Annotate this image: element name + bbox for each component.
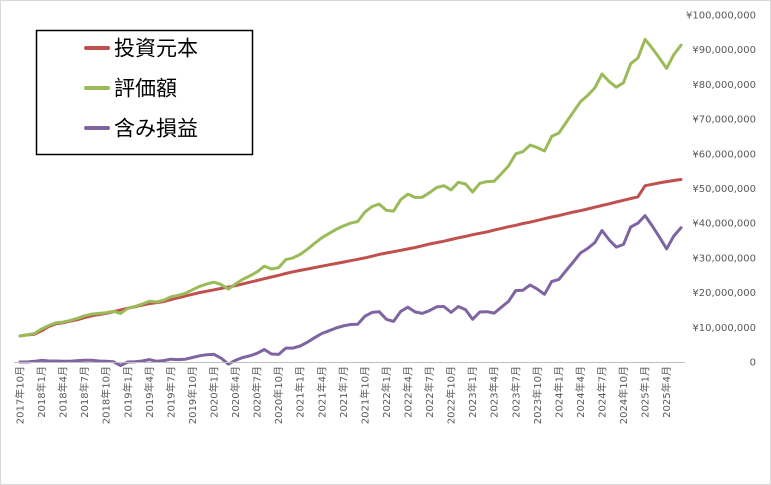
y-tick-label: ¥10,000,000 (692, 323, 756, 334)
x-tick-label: 2018年7月 (78, 366, 91, 418)
x-tick-label: 2018年1月 (35, 366, 48, 418)
x-tick-label: 2020年4月 (229, 366, 242, 418)
y-tick-label: ¥30,000,000 (692, 253, 756, 264)
y-tick-label: 0 (750, 358, 756, 369)
x-tick-label: 2025年1月 (639, 366, 652, 418)
x-tick-label: 2019年10月 (186, 366, 199, 424)
x-tick-label: 2023年4月 (488, 366, 501, 418)
y-tick-label: ¥60,000,000 (692, 149, 756, 160)
x-tick-label: 2023年10月 (531, 366, 544, 424)
x-tick-label: 2022年1月 (380, 366, 393, 418)
x-tick-label: 2024年1月 (552, 366, 565, 418)
legend-label-3: 含み損益 (114, 117, 198, 141)
x-tick-label: 2024年10月 (617, 366, 630, 424)
y-axis-tick-labels: 0 ¥10,000,000 ¥20,000,000 ¥30,000,000 ¥40,00… (686, 11, 756, 369)
x-tick-label: 2021年10月 (358, 366, 371, 424)
y-tick-label: ¥20,000,000 (692, 288, 756, 299)
y-tick-label: ¥80,000,000 (692, 80, 756, 91)
series-line-3 (18, 214, 683, 367)
x-tick-label: 2018年10月 (100, 366, 113, 424)
x-tick-label: 2019年7月 (164, 366, 177, 418)
x-tick-label: 2018年4月 (57, 366, 70, 418)
x-tick-label: 2019年4月 (143, 366, 156, 418)
legend-box (35, 29, 254, 156)
y-tick-label: ¥90,000,000 (692, 45, 756, 56)
legend-label-1: 投資元本 (114, 37, 198, 61)
x-tick-label: 2021年4月 (315, 366, 328, 418)
y-tick-label: ¥40,000,000 (692, 219, 756, 230)
x-tick-label: 2022年10月 (445, 366, 458, 424)
x-tick-label: 2023年1月 (466, 366, 479, 418)
x-axis-tick-labels: 2017年10月 2018年1月 2018年4月 2018年7月 2018年10月 201… (14, 366, 674, 424)
x-tick-label: 2022年4月 (402, 366, 415, 418)
x-tick-label: 2020年7月 (251, 366, 264, 418)
y-tick-label: ¥70,000,000 (692, 115, 756, 126)
x-tick-label: 2021年7月 (337, 366, 350, 418)
series-line-2 (18, 37, 683, 338)
legend-label-2: 評価額 (114, 77, 177, 101)
x-tick-label: 2020年1月 (208, 366, 221, 418)
x-tick-label: 2019年1月 (121, 366, 134, 418)
x-tick-label: 2021年1月 (294, 366, 307, 418)
x-tick-label: 2025年4月 (660, 366, 673, 418)
x-tick-label: 2022年7月 (423, 366, 436, 418)
x-tick-label: 2024年4月 (574, 366, 587, 418)
x-tick-label: 2024年7月 (596, 366, 609, 418)
x-tick-label: 2020年10月 (272, 366, 285, 424)
x-tick-label: 2023年7月 (509, 366, 522, 418)
series-layer (18, 37, 683, 367)
y-tick-label: ¥50,000,000 (692, 184, 756, 195)
x-tick-label: 2017年10月 (14, 366, 27, 424)
y-tick-label: ¥100,000,000 (686, 11, 756, 22)
